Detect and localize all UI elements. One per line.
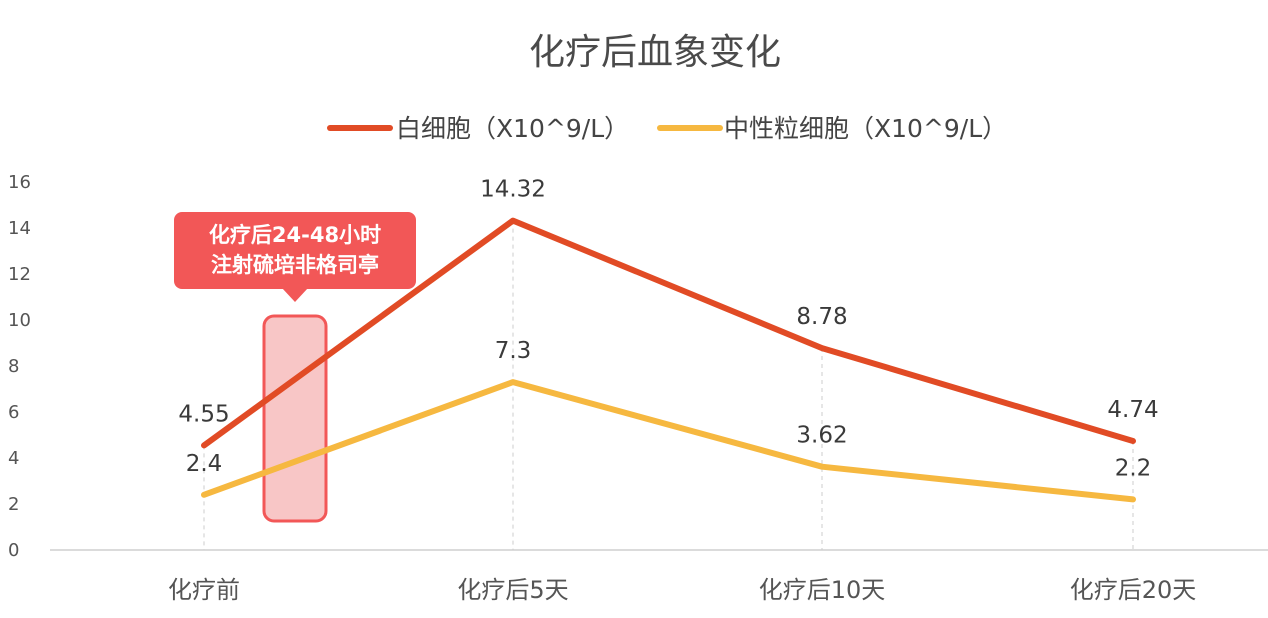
drop-lines — [203, 220, 1134, 550]
y-tick-label: 12 — [8, 264, 31, 285]
series-line-neutrophil — [201, 379, 1136, 503]
callout-line-2: 注射硫培非格司亭 — [211, 253, 379, 277]
data-label-wbc: 14.32 — [480, 177, 546, 203]
highlight-box — [262, 314, 328, 523]
callout-line-1: 化疗后24-48小时 — [209, 223, 381, 247]
x-category-label: 化疗前 — [168, 576, 240, 604]
y-tick-label: 2 — [8, 494, 19, 515]
y-tick-label: 10 — [8, 310, 31, 331]
data-label-wbc: 4.55 — [178, 401, 229, 427]
data-label-neutrophil: 2.2 — [1115, 455, 1152, 481]
y-axis: 0 2 4 6 8 10 12 14 16 — [8, 172, 31, 561]
y-tick-label: 0 — [8, 540, 19, 561]
x-axis: 化疗前 化疗后5天 化疗后10天 化疗后20天 — [168, 576, 1196, 604]
data-labels: 4.55 14.32 8.78 4.74 2.4 7.3 3.62 2.2 — [178, 177, 1158, 482]
y-tick-label: 16 — [8, 172, 31, 193]
legend: 白细胞（X10^9/L） 中性粒细胞（X10^9/L） — [327, 114, 1007, 143]
data-label-neutrophil: 7.3 — [495, 338, 532, 364]
callout-pointer — [282, 288, 308, 302]
x-category-label: 化疗后10天 — [759, 576, 886, 604]
y-tick-label: 6 — [8, 402, 19, 423]
chart-title: 化疗后血象变化 — [529, 32, 781, 73]
legend-label-wbc: 白细胞（X10^9/L） — [396, 114, 629, 143]
data-label-neutrophil: 3.62 — [796, 423, 847, 449]
y-tick-label: 4 — [8, 448, 19, 469]
series-line-wbc — [201, 217, 1136, 449]
callout-bubble — [174, 212, 416, 289]
x-category-label: 化疗后20天 — [1070, 576, 1197, 604]
data-label-wbc: 8.78 — [796, 304, 847, 330]
legend-label-neutrophil: 中性粒细胞（X10^9/L） — [724, 114, 1007, 143]
data-label-neutrophil: 2.4 — [186, 451, 223, 477]
data-label-wbc: 4.74 — [1107, 397, 1158, 423]
x-category-label: 化疗后5天 — [457, 576, 568, 604]
y-tick-label: 14 — [8, 218, 31, 239]
y-tick-label: 8 — [8, 356, 19, 377]
series-lines — [201, 217, 1136, 503]
